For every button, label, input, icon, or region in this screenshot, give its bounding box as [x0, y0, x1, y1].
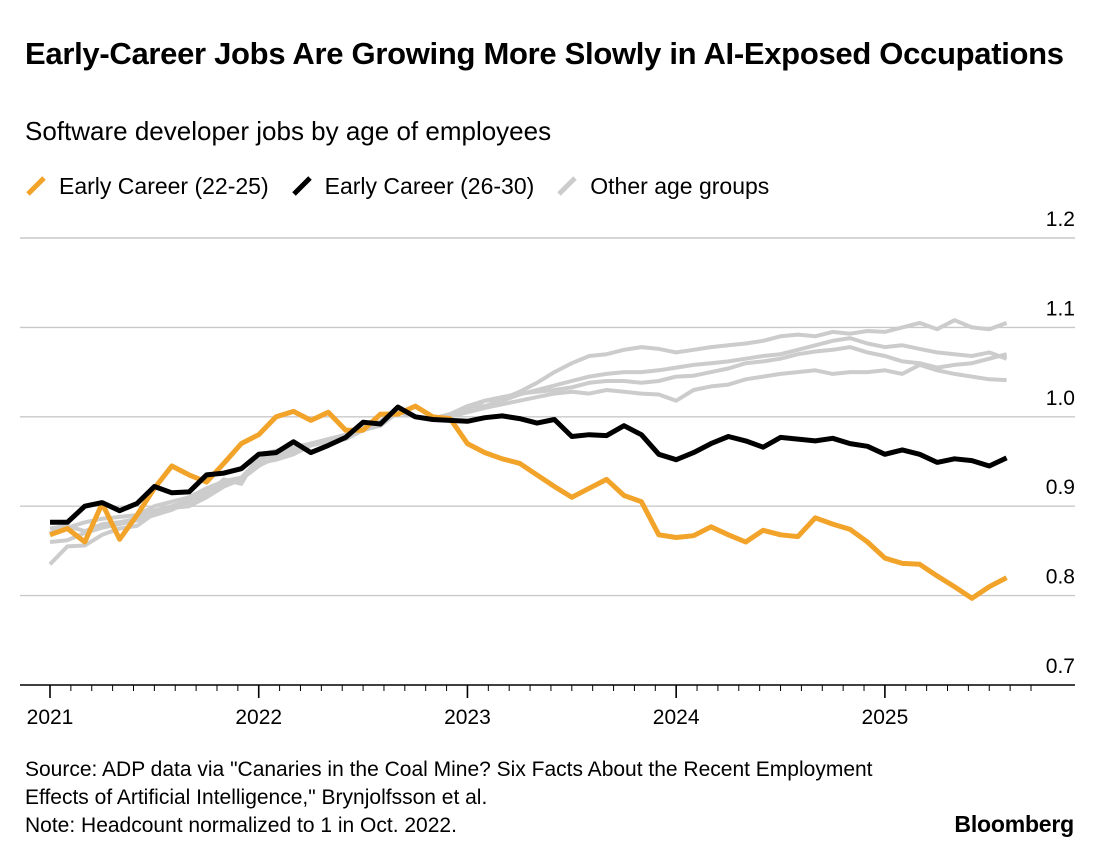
series-line-other-age-groups — [49, 362, 1007, 534]
series-line-other-age-groups — [48, 318, 1008, 566]
note-text: Note: Headcount normalized to 1 in Oct. … — [25, 814, 457, 837]
series-lines — [48, 318, 1008, 601]
y-tick-label: 0.9 — [1046, 476, 1075, 499]
legend-label: Other age groups — [590, 172, 770, 199]
y-tick-label: 1.2 — [1046, 208, 1075, 231]
gridlines: 1.2 1.1 1.0 0.9 0.8 0.7 — [20, 208, 1075, 686]
y-tick-label: 0.8 — [1046, 566, 1075, 589]
legend-swatch-icon — [25, 175, 47, 197]
x-tick-label: 2024 — [653, 706, 700, 729]
y-tick-label: 1.1 — [1046, 297, 1075, 320]
line-chart: 1.2 1.1 1.0 0.9 0.8 0.7 2021 2022 2023 2024 2025 — [20, 208, 1075, 729]
legend: Early Career (22-25) Early Career (26-30… — [25, 170, 791, 202]
legend-label: Early Career (26-30) — [324, 172, 535, 199]
y-tick-label: 0.7 — [1046, 655, 1075, 678]
legend-swatch-icon — [291, 175, 313, 197]
series-line-early-career-26-30- — [50, 404, 1008, 525]
source-text: Source: ADP data via "Canaries in the Co… — [25, 758, 873, 809]
legend-item-early-career-26-30: Early Career (26-30) — [291, 172, 535, 200]
chart-title: Early-Career Jobs Are Growing More Slowl… — [25, 36, 1064, 71]
bloomberg-logo: Bloomberg — [954, 811, 1074, 837]
series-line-early-career-22-25- — [49, 403, 1008, 601]
x-axis: 2021 2022 2023 2024 2025 — [27, 685, 1032, 729]
x-tick-label: 2025 — [862, 706, 909, 729]
x-tick-label: 2022 — [235, 706, 282, 729]
chart-subtitle: Software developer jobs by age of employ… — [25, 116, 552, 146]
legend-item-early-career-22-25: Early Career (22-25) — [25, 173, 269, 200]
legend-swatch-icon — [556, 175, 578, 197]
legend-item-other-age-groups: Other age groups — [556, 173, 769, 200]
legend-label: Early Career (22-25) — [59, 172, 269, 199]
series-line-other-age-groups — [49, 345, 1008, 535]
series-line-other-age-groups — [49, 336, 1008, 544]
footer-notes: Source: ADP data via "Canaries in the Co… — [25, 756, 905, 840]
y-tick-label: 1.0 — [1046, 387, 1075, 410]
x-tick-label: 2021 — [27, 706, 74, 729]
x-tick-label: 2023 — [444, 706, 491, 729]
